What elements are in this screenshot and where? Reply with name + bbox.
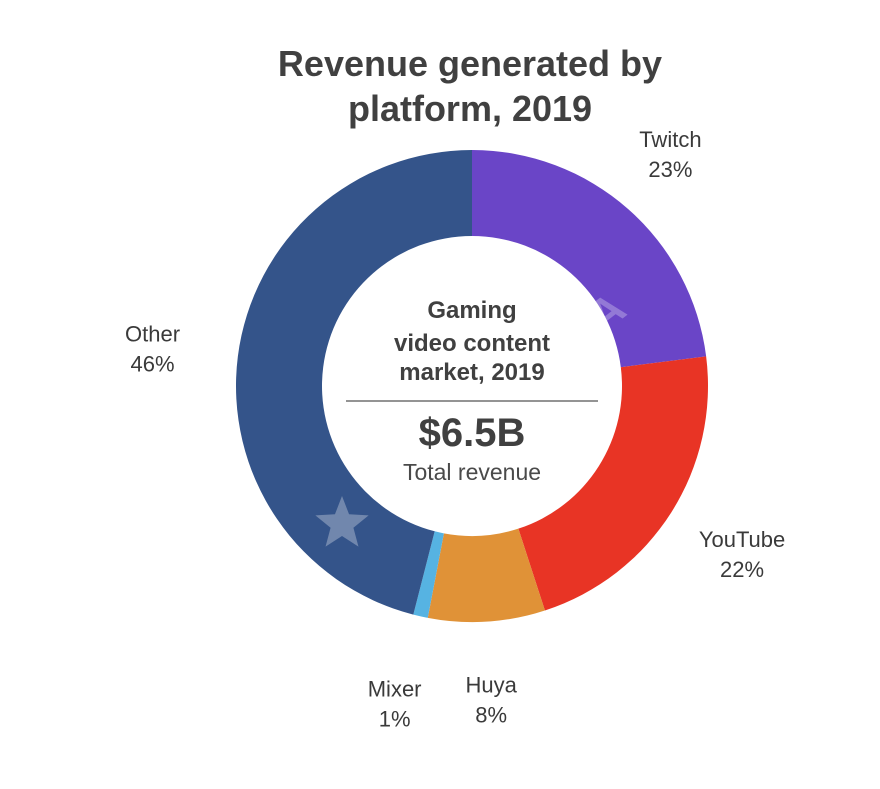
slice-value-mixer: 1%: [379, 706, 411, 731]
slice-value-huya: 8%: [475, 702, 507, 727]
slice-label-twitch: Twitch: [639, 127, 701, 152]
slice-labels: Twitch 23% YouTube 22% Huya 8% Mixer 1% Other 46%: [125, 127, 785, 731]
slice-label-huya: Huya: [465, 672, 517, 697]
center-heading-line-3: market, 2019: [399, 359, 544, 386]
slice-label-youtube: YouTube: [699, 527, 785, 552]
slice-value-youtube: 22%: [720, 557, 764, 582]
center-heading-line-2: video content: [394, 330, 550, 357]
slice-other: [235, 150, 472, 615]
center-heading-line-1: Gaming: [427, 297, 516, 324]
slice-value-twitch: 23%: [648, 157, 692, 182]
chart-title-line-2: platform, 2019: [348, 88, 592, 129]
center-subtitle: Total revenue: [403, 459, 541, 485]
slice-youtube: [518, 356, 709, 611]
donut-slices: [235, 150, 709, 622]
center-total-value: $6.5B: [419, 411, 526, 455]
slice-label-mixer: Mixer: [368, 676, 422, 701]
slice-mixer: [413, 531, 444, 618]
watermark-star-icon: [315, 496, 369, 547]
slice-label-other: Other: [125, 322, 180, 347]
slice-value-other: 46%: [131, 352, 175, 377]
slice-twitch: [472, 150, 707, 368]
slice-huya: [427, 528, 545, 622]
chart-title-line-1: Revenue generated by: [278, 43, 662, 84]
